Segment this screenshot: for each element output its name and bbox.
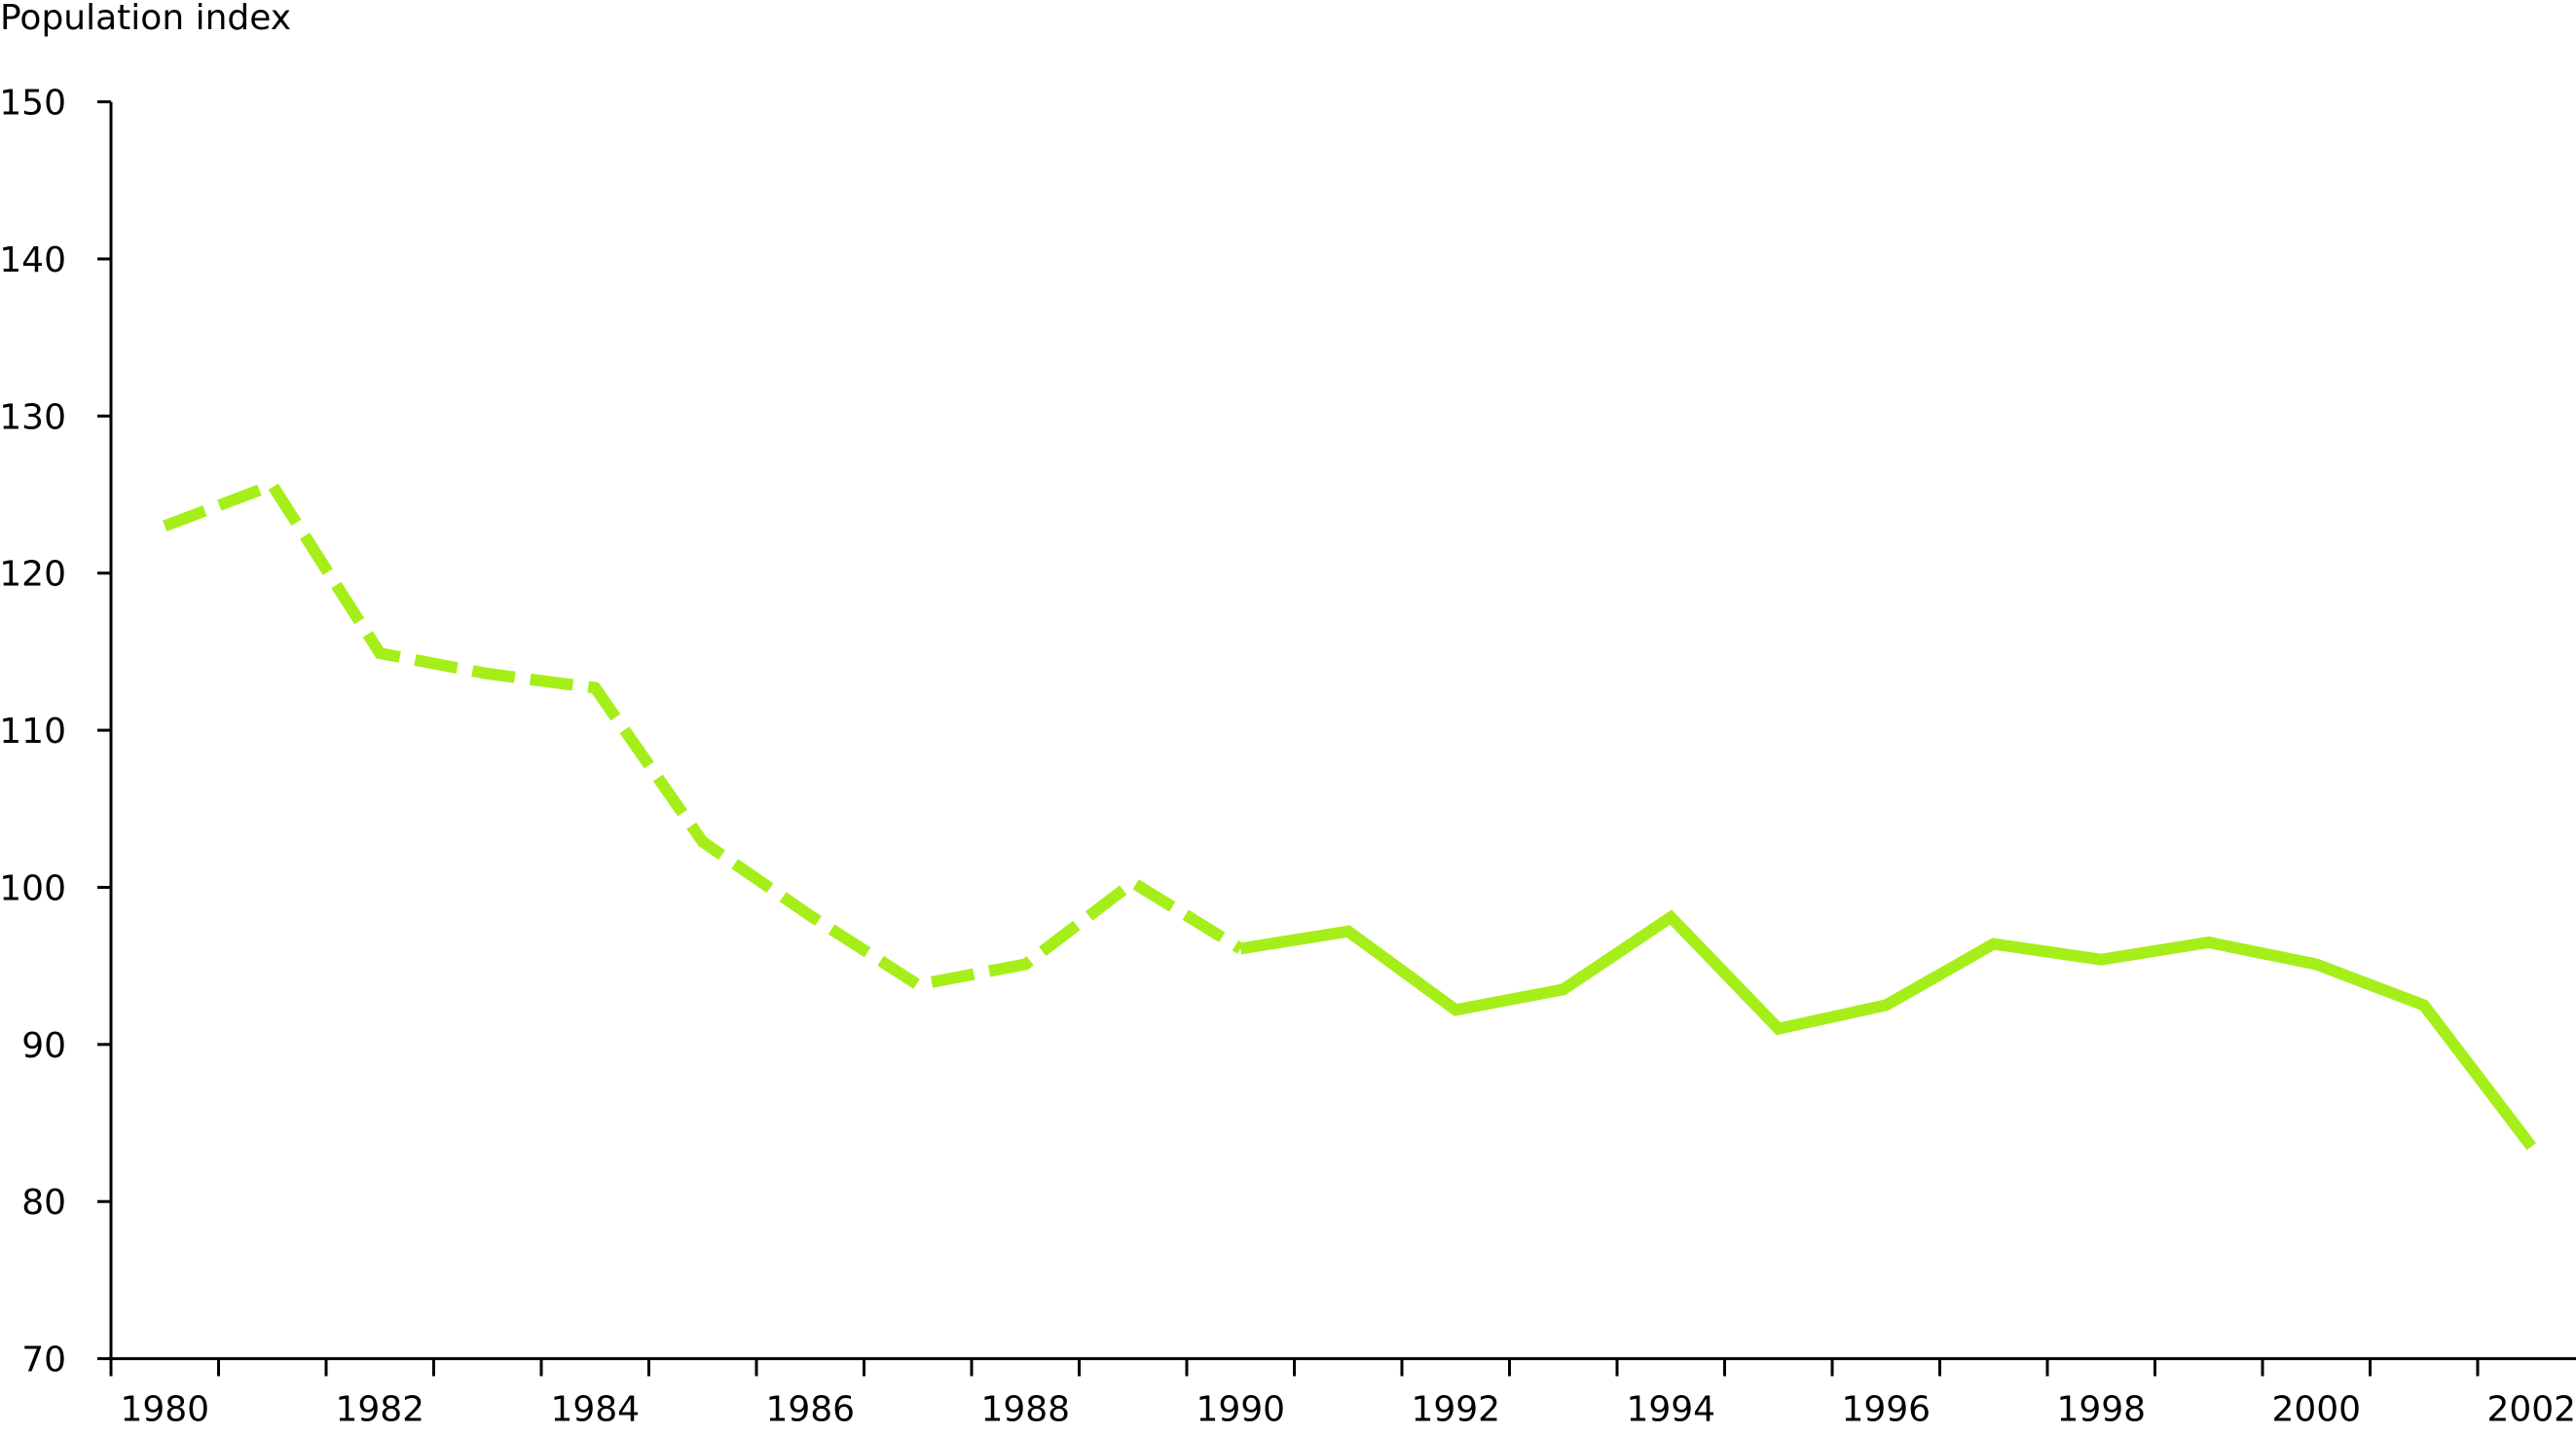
y-tick-label: 150 [0,84,66,124]
x-tick-label: 1996 [1841,1390,1931,1430]
y-tick-label: 130 [0,397,66,437]
x-tick-label: 2000 [2271,1390,2361,1430]
y-tick-label: 110 [0,712,66,752]
x-tick-label: 1982 [335,1390,424,1430]
y-tick-label: 100 [0,868,66,908]
series-line-dashed [163,478,1244,991]
x-tick-label: 1988 [980,1390,1070,1430]
x-tick-label: 1994 [1626,1390,1715,1430]
y-tick-label: 120 [0,555,66,595]
x-tick-label: 1998 [2056,1390,2146,1430]
series-line-solid [1239,909,2537,1151]
x-tick-label: 1992 [1411,1390,1500,1430]
y-tick-label: 90 [21,1026,66,1066]
y-tick-label: 70 [21,1341,66,1380]
x-tick-label: 2002 [2486,1390,2576,1430]
x-tick-label: 1986 [765,1390,855,1430]
x-tick-label: 1984 [550,1390,640,1430]
y-tick-label: 80 [21,1183,66,1223]
x-tick-label: 1990 [1196,1390,1285,1430]
y-tick-label: 140 [0,240,66,280]
y-axis-label: Population index [0,0,291,38]
x-tick-label: 1980 [120,1390,209,1430]
